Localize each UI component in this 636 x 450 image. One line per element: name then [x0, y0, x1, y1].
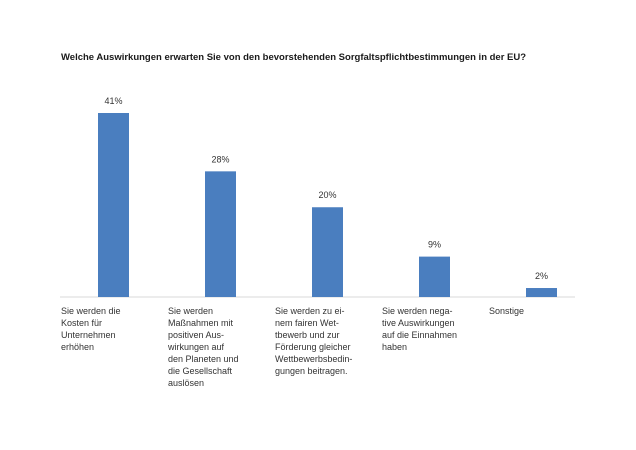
- value-label-1: 41%: [104, 96, 122, 106]
- value-label-2: 28%: [211, 154, 229, 164]
- bar-4: [419, 256, 450, 297]
- category-label-2: Sie werden Maßnahmen mit positiven Aus- …: [168, 306, 239, 388]
- bar-3: [312, 207, 343, 297]
- value-labels-group: 41% 28% 20% 9% 2%: [104, 96, 548, 281]
- chart-title: Welche Auswirkungen erwarten Sie von den…: [61, 52, 527, 63]
- bar-2: [205, 171, 236, 297]
- value-label-3: 20%: [318, 190, 336, 200]
- category-label-1: Sie werden die Kosten für Unternehmen er…: [61, 306, 121, 352]
- category-label-5: Sonstige: [489, 306, 525, 316]
- category-label-3: Sie werden zu ei- nem fairen Wet- tbewer…: [275, 306, 353, 376]
- bar-5: [526, 288, 557, 297]
- category-label-4: Sie werden nega- tive Auswirkungen auf d…: [382, 306, 458, 352]
- value-label-5: 2%: [535, 271, 548, 281]
- bar-1: [98, 113, 129, 297]
- value-label-4: 9%: [428, 240, 441, 250]
- bars-group: [98, 113, 557, 297]
